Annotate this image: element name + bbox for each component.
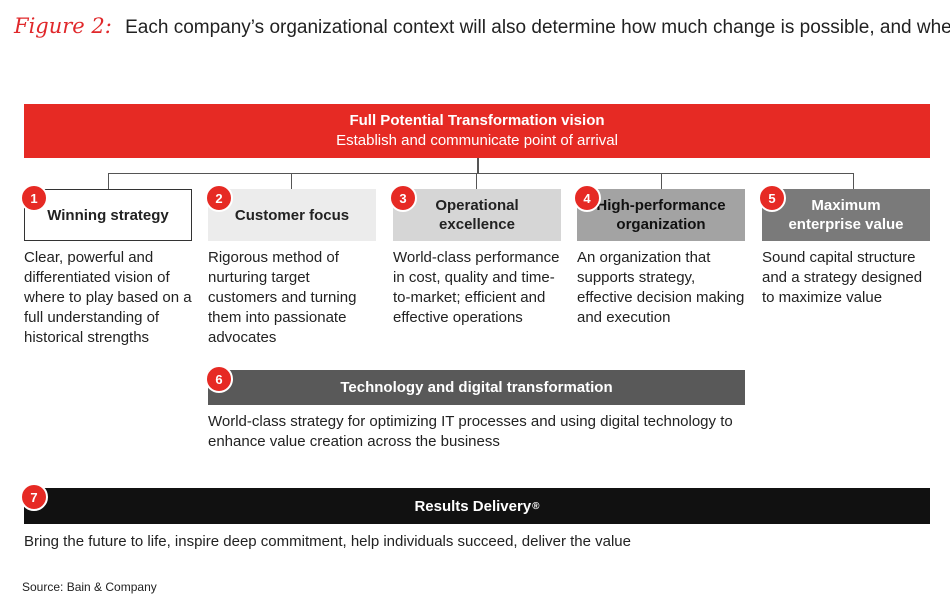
pillar-description-5: Sound capital structure and a strategy d… bbox=[762, 249, 923, 306]
pillar-customer-focus: Customer focus bbox=[208, 189, 376, 241]
technology-title: Technology and digital transformation bbox=[340, 379, 613, 396]
pillar-description-1: Clear, powerful and differentiated visio… bbox=[24, 249, 192, 346]
pillar-title: Maximum enterprise value bbox=[788, 197, 904, 233]
pillar-winning-strategy: Winning strategy bbox=[24, 189, 192, 241]
vision-box: Full Potential Transformation vision Est… bbox=[24, 104, 930, 158]
vision-title: Full Potential Transformation vision bbox=[349, 112, 605, 129]
vision-subtitle: Establish and communicate point of arriv… bbox=[336, 132, 618, 149]
pillar-maximum-enterprise-value: Maximum enterprise value bbox=[762, 189, 930, 241]
registered-mark: ® bbox=[532, 500, 540, 512]
pillar-description-4: An organization that supports strategy, … bbox=[577, 249, 745, 326]
results-title: Results Delivery bbox=[414, 497, 532, 515]
number-badge-1: 1 bbox=[20, 184, 48, 212]
number-badge-5: 5 bbox=[758, 184, 786, 212]
number-badge-2: 2 bbox=[205, 184, 233, 212]
results-description: Bring the future to life, inspire deep c… bbox=[24, 533, 631, 550]
connector-drop-3 bbox=[476, 173, 477, 189]
number-badge-6: 6 bbox=[205, 365, 233, 393]
source-note: Source: Bain & Company bbox=[22, 580, 157, 594]
connector-trunk bbox=[477, 158, 479, 174]
pillar-title: Operational excellence bbox=[435, 197, 519, 233]
results-delivery-bar: Results Delivery ® bbox=[24, 488, 930, 524]
pillar-description-2: Rigorous method of nurturing target cust… bbox=[208, 249, 357, 346]
pillar-title: High-performance organization bbox=[596, 197, 726, 233]
pillar-title: Customer focus bbox=[234, 206, 350, 224]
pillar-title: Winning strategy bbox=[47, 206, 169, 224]
figure-title: Figure 2: Each company’s organizational … bbox=[14, 14, 950, 39]
pillar-high-performance-organization: High-performance organization bbox=[577, 189, 745, 241]
number-badge-7: 7 bbox=[20, 483, 48, 511]
pillar-operational-excellence: Operational excellence bbox=[393, 189, 561, 241]
connector-drop-2 bbox=[291, 173, 292, 189]
connector-drop-1 bbox=[108, 173, 109, 189]
number-badge-3: 3 bbox=[389, 184, 417, 212]
connector-drop-4 bbox=[661, 173, 662, 189]
number-badge-4: 4 bbox=[573, 184, 601, 212]
connector-drop-5 bbox=[853, 173, 854, 189]
technology-description: World-class strategy for optimizing IT p… bbox=[208, 413, 733, 450]
technology-bar: Technology and digital transformation bbox=[208, 370, 745, 405]
connector-horizontal bbox=[108, 173, 854, 174]
figure-label: Figure 2: bbox=[14, 14, 112, 38]
pillar-description-3: World-class performance in cost, quality… bbox=[393, 249, 560, 326]
figure-caption: Each company’s organizational context wi… bbox=[125, 17, 950, 38]
